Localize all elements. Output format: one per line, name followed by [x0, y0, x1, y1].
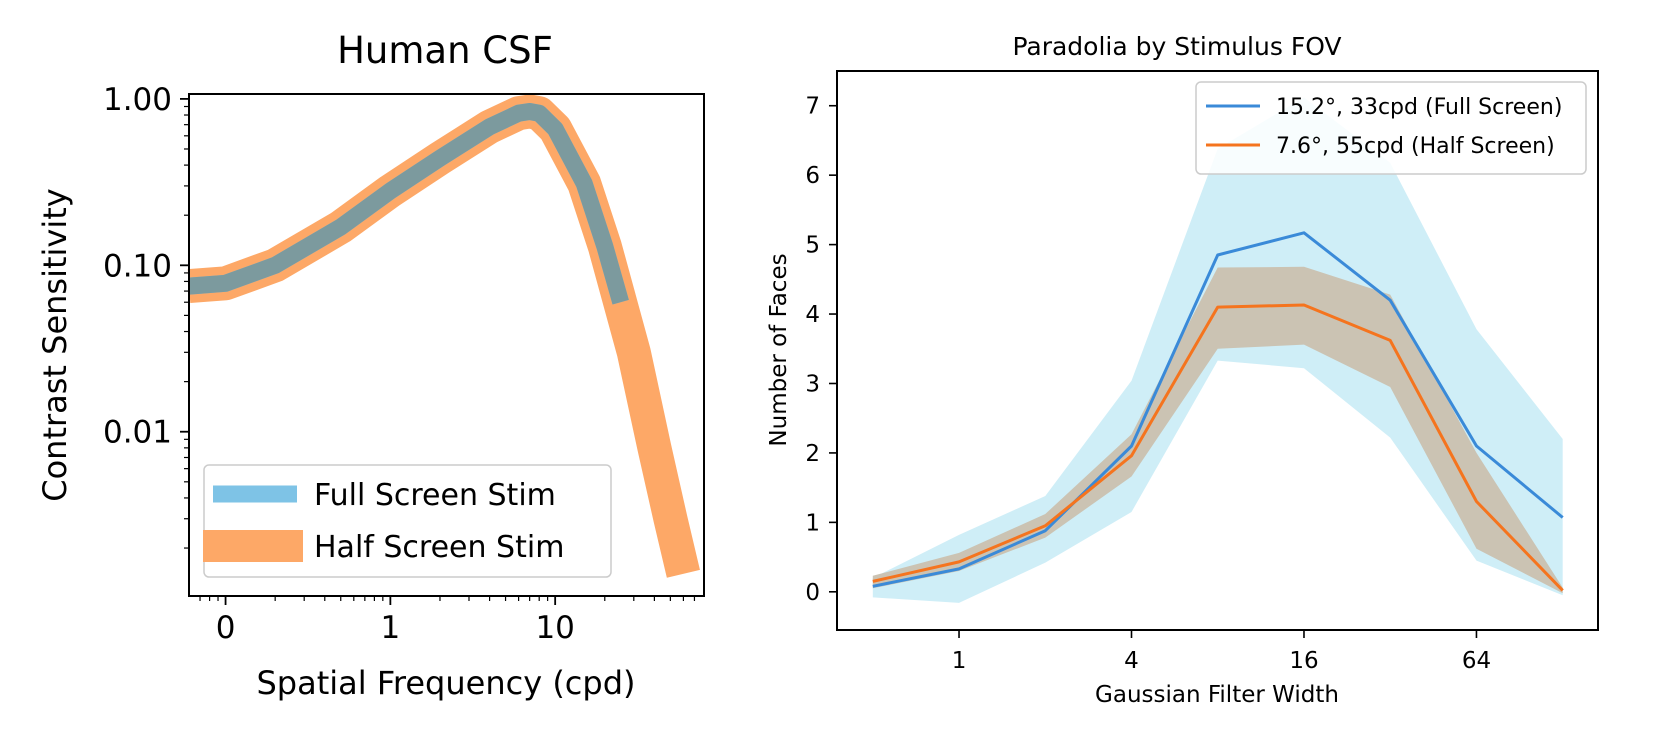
pareidolia-legend-label-half: 7.6°, 55cpd (Half Screen) — [1276, 134, 1555, 159]
pareidolia-legend-box — [1195, 81, 1587, 175]
pareidolia-legend-label-full: 15.2°, 33cpd (Full Screen) — [1276, 95, 1562, 120]
csf-x-tick-label: 0 — [216, 610, 236, 646]
csf-legend-box — [203, 464, 612, 578]
csf-chart-title: Human CSF — [337, 29, 553, 72]
pareidolia-chart-title: Paradolia by Stimulus FOV — [1012, 32, 1341, 61]
csf-legend-label-half: Half Screen Stim — [314, 530, 564, 565]
csf-y-tick-label: 1.00 — [103, 82, 172, 118]
csf-plot-frame — [188, 93, 705, 597]
pareidolia-y-axis-label: Number of Faces — [766, 253, 792, 446]
pareidolia-x-tick-label: 4 — [1124, 648, 1139, 674]
csf-y-tick-label: 0.01 — [103, 415, 172, 451]
csf-y-tick-label: 0.10 — [103, 248, 172, 284]
csf-axis-ticks: 0 1 10 0.01 0.10 1.00 — [103, 82, 696, 646]
pareidolia-line-half — [872, 303, 1564, 592]
pareidolia-y-tick-label: 4 — [805, 302, 820, 328]
csf-legend: Full Screen Stim Half Screen Stim — [203, 464, 612, 578]
pareidolia-band-half — [872, 266, 1563, 594]
pareidolia-plot-frame — [836, 70, 1599, 631]
csf-x-tick-label: 10 — [535, 610, 574, 646]
pareidolia-y-tick-label: 7 — [805, 94, 820, 120]
pareidolia-confidence-bands — [872, 97, 1563, 603]
pareidolia-axis-ticks: 1 4 16 64 0 1 2 3 4 5 6 7 — [805, 94, 1491, 674]
pareidolia-line-full — [872, 231, 1564, 588]
csf-chart: Human CSF 0 1 10 0.01 0.10 1.00 Spatial Frequ… — [36, 29, 705, 702]
pareidolia-x-tick-label: 64 — [1462, 648, 1491, 674]
pareidolia-y-tick-label: 6 — [805, 163, 820, 189]
csf-legend-label-full: Full Screen Stim — [314, 478, 556, 513]
pareidolia-y-tick-label: 2 — [805, 441, 820, 467]
csf-x-tick-label: 1 — [380, 610, 400, 646]
pareidolia-legend: 15.2°, 33cpd (Full Screen) 7.6°, 55cpd (… — [1195, 81, 1587, 175]
pareidolia-x-tick-label: 16 — [1289, 648, 1318, 674]
pareidolia-series-lines — [872, 231, 1564, 592]
pareidolia-y-tick-label: 3 — [805, 371, 820, 397]
pareidolia-y-tick-label: 1 — [805, 510, 820, 536]
pareidolia-y-tick-label: 0 — [805, 580, 820, 606]
csf-series-overlap-line — [188, 103, 629, 305]
pareidolia-x-tick-label: 1 — [952, 648, 967, 674]
pareidolia-y-tick-label: 5 — [805, 233, 820, 259]
csf-x-axis-label: Spatial Frequency (cpd) — [256, 664, 635, 702]
pareidolia-chart: Paradolia by Stimulus FOV 1 4 16 64 0 1 2 3 4 5 6 7… — [766, 32, 1599, 708]
csf-y-axis-label: Contrast Sensitivity — [36, 188, 74, 502]
pareidolia-x-axis-label: Gaussian Filter Width — [1095, 682, 1339, 708]
pareidolia-band-full — [872, 97, 1563, 603]
csf-series-group — [187, 94, 700, 578]
